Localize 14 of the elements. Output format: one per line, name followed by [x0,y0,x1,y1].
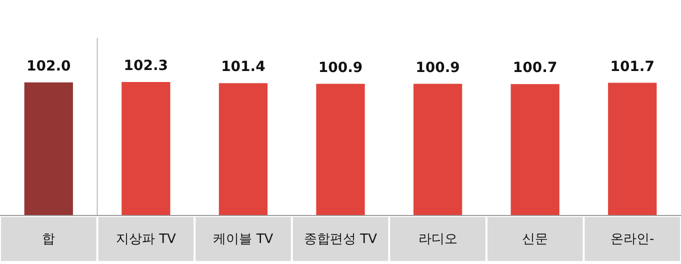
data-label: 100.9 [318,60,363,76]
x-tick-label: 라디오 [418,232,458,248]
x-tick-label: 신문 [522,232,548,248]
data-label: 100.9 [416,60,460,76]
data-label: 100.7 [512,60,558,76]
data-label: 101.4 [221,59,266,76]
x-tick-label: 온라인- [610,232,655,248]
x-tick-label: 케이블 TV [213,232,274,248]
x-tick-label: 종합편성 TV [304,232,378,248]
x-tick-label: 합 [42,232,56,248]
data-label: 101.7 [610,58,655,75]
data-label: 102.3 [124,58,168,74]
data-label: 102.0 [26,58,72,74]
x-tick-label: 지상파 TV [116,232,176,248]
